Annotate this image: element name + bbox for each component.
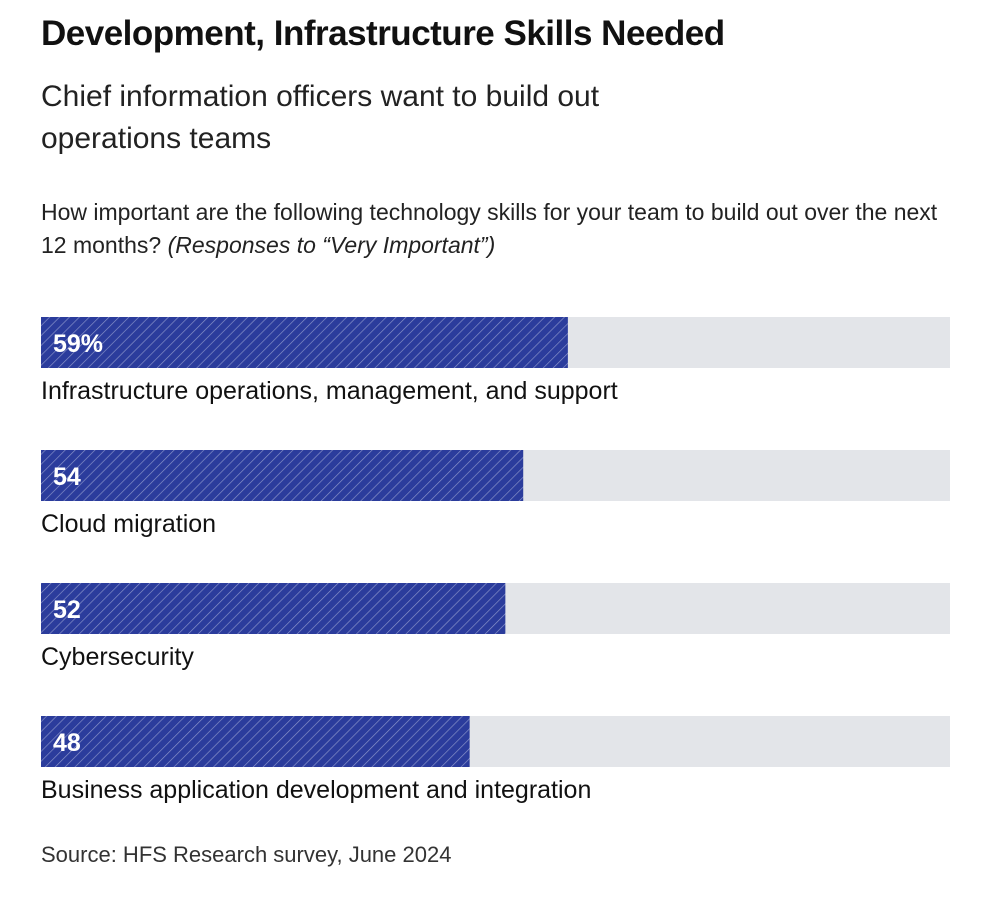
data-label: 48 [53,729,81,757]
data-label: 54 [53,463,81,491]
bar [41,317,568,368]
data-label: 52 [53,596,81,624]
chart-subtitle: Chief information officers want to build… [41,80,600,155]
bar [41,450,524,501]
bar [41,583,506,634]
chart-title: Development, Infrastructure Skills Neede… [41,14,725,53]
question-text: How important are the following technolo… [41,199,938,258]
question-emphasis: (Responses to “Very Important”) [167,232,496,258]
category-label: Cybersecurity [41,643,194,671]
survey-question: How important are the following technolo… [41,196,951,262]
bar [41,716,470,767]
category-label: Infrastructure operations, management, a… [41,377,618,405]
source-note: Source: HFS Research survey, June 2024 [41,842,452,867]
data-label: 59% [53,330,103,358]
category-label: Cloud migration [41,510,216,538]
category-label: Business application development and int… [41,776,591,804]
